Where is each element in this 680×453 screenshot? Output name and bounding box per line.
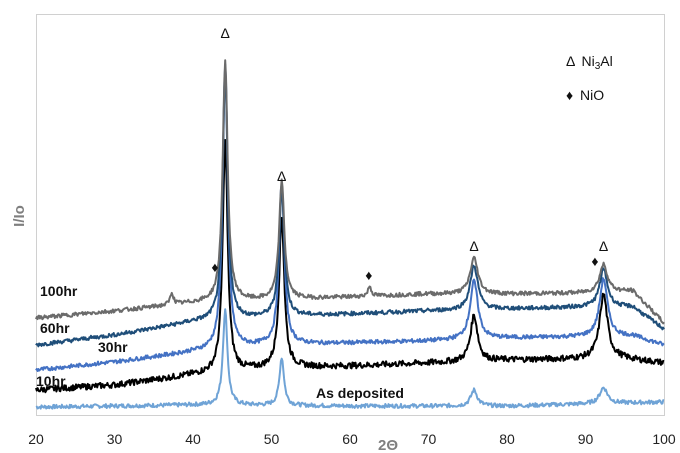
legend-label-nio: NiO	[580, 87, 604, 103]
nio-peak-marker-6: ♦	[591, 253, 598, 269]
x-tick-label-30: 30	[107, 431, 123, 447]
series-label-100hr: 100hr	[40, 283, 78, 299]
series-line-30hr	[35, 63, 665, 372]
legend-label-ni3al-sub: 3	[595, 61, 601, 72]
ni3al-peak-marker-2: Δ	[469, 238, 478, 254]
ni3al-peak-marker-0: Δ	[221, 25, 230, 41]
series-label-as-deposited: As deposited	[316, 385, 404, 401]
series-line-10hr	[35, 139, 665, 394]
ni3al-peak-marker-1: Δ	[277, 168, 286, 184]
x-tick-label-70: 70	[421, 431, 437, 447]
series-line-as-deposited	[35, 308, 665, 410]
y-axis-label: I/Io	[11, 205, 28, 227]
x-tick-label-20: 20	[28, 431, 44, 447]
x-tick-label-60: 60	[342, 431, 358, 447]
x-axis-ticks: 20 30 40 50 60 70 80 90 100	[28, 431, 676, 447]
series-line-100hr	[35, 59, 665, 325]
legend-symbol-triangle: Δ	[566, 53, 575, 69]
plot-frame	[36, 14, 665, 416]
x-tick-label-100: 100	[652, 431, 676, 447]
x-tick-label-90: 90	[578, 431, 594, 447]
series-label-30hr: 30hr	[98, 339, 128, 355]
nio-peak-marker-4: ♦	[211, 259, 218, 275]
ni3al-peak-marker-3: Δ	[599, 238, 608, 254]
series-label-60hr: 60hr	[40, 320, 70, 336]
x-axis-label: 2Θ	[378, 437, 398, 453]
series-label-10hr: 10hr	[36, 373, 66, 389]
legend-entry-nio: ♦ NiO	[566, 87, 604, 103]
legend-entry-ni3al: Δ Ni3Al	[566, 53, 613, 72]
x-tick-label-50: 50	[264, 431, 280, 447]
x-tick-label-80: 80	[499, 431, 515, 447]
series-line-60hr	[35, 70, 665, 348]
legend-label-ni3al-pre: Ni	[581, 53, 594, 69]
legend-label-ni3al-post: Al	[600, 53, 612, 69]
legend: Δ Ni3Al ♦ NiO	[566, 53, 613, 103]
series-layer	[35, 59, 665, 410]
peak-markers: ΔΔΔ Δ♦ ♦♦	[211, 25, 608, 283]
nio-peak-marker-5: ♦	[365, 267, 372, 283]
legend-symbol-diamond: ♦	[566, 87, 573, 103]
x-tick-label-40: 40	[185, 431, 201, 447]
